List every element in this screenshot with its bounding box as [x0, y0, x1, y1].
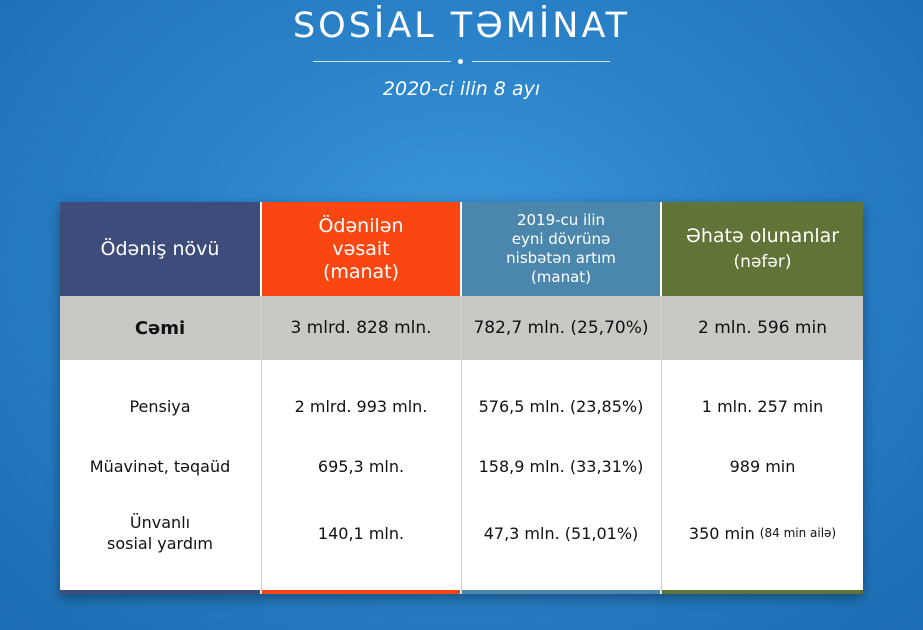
- header-covered-line-1: Əhatə olunanlar: [685, 225, 840, 247]
- total-label: Cəmi: [134, 317, 186, 339]
- divider-line-right: [472, 61, 610, 62]
- row-covered-note: (84 min ailə): [759, 525, 837, 540]
- header-paid-line-2: vəsait: [332, 237, 390, 260]
- row-covered-value: 350 min: [688, 523, 755, 543]
- row-paid-targeted-aid: 140,1 mln.: [317, 523, 405, 543]
- column-divider: [461, 296, 462, 594]
- divider-dot: [458, 59, 463, 64]
- column-divider: [661, 296, 662, 594]
- header-payment-type-line: Ödəniş növü: [100, 238, 220, 260]
- bottom-bar-paid: [262, 590, 460, 594]
- column-divider: [261, 296, 262, 594]
- header-growth: 2019-cu ilin eyni dövrünə nisbətən artım…: [462, 202, 660, 296]
- row-covered-targeted-aid: 350 min (84 min ailə): [662, 510, 863, 556]
- header-paid-line-3: (manat): [322, 260, 400, 283]
- row-label-text-line-1: Ünvanlı: [129, 513, 191, 532]
- bottom-bar-growth: [462, 590, 660, 594]
- row-growth-benefits: 158,9 mln. (33,31%): [478, 456, 644, 476]
- total-growth: 782,7 mln. (25,70%): [473, 318, 649, 338]
- header-paid-line-1: Ödənilən: [318, 214, 404, 237]
- row-label-targeted-aid: Ünvanlı sosial yardım: [60, 510, 260, 556]
- divider-line-left: [313, 61, 451, 62]
- row-label-benefits: Müavinət, təqaüd: [60, 446, 260, 486]
- row-label-text-line-2: sosial yardım: [107, 534, 213, 553]
- header-covered: Əhatə olunanlar (nəfər): [662, 202, 863, 296]
- page-title: SOSİAL TƏMİNAT: [292, 6, 631, 46]
- header-paid-amount: Ödənilən vəsait (manat): [262, 202, 460, 296]
- row-paid-pension: 2 mlrd. 993 mln.: [294, 396, 428, 416]
- page-subtitle: 2020-ci ilin 8 ayı: [382, 78, 541, 100]
- social-security-table: Ödəniş növü Ödənilən vəsait (manat) 2019…: [60, 202, 863, 594]
- total-paid: 3 mlrd. 828 mln.: [290, 318, 432, 338]
- row-covered-pension: 1 mln. 257 min: [701, 396, 824, 416]
- row-label-text: Pensiya: [129, 396, 191, 416]
- header-growth-line-2: eyni dövrünə: [511, 230, 611, 248]
- bottom-bar-payment-type: [60, 590, 260, 594]
- total-covered: 2 mln. 596 min: [698, 318, 827, 338]
- header-payment-type: Ödəniş növü: [60, 202, 260, 296]
- row-paid-benefits: 695,3 mln.: [317, 456, 405, 476]
- row-growth-targeted-aid: 47,3 mln. (51,01%): [483, 523, 639, 543]
- title-divider: [313, 58, 610, 66]
- row-label-pension: Pensiya: [60, 386, 260, 426]
- row-label-text: Müavinət, təqaüd: [89, 456, 231, 476]
- row-covered-benefits: 989 min: [729, 456, 796, 476]
- row-growth-pension: 576,5 mln. (23,85%): [478, 396, 644, 416]
- header-growth-line-4: (manat): [530, 268, 592, 286]
- header-covered-line-2: (nəfər): [733, 252, 792, 272]
- header-growth-line-1: 2019-cu ilin: [516, 211, 606, 229]
- bottom-bar-covered: [662, 590, 863, 594]
- header-growth-line-3: nisbətən artım: [506, 249, 616, 267]
